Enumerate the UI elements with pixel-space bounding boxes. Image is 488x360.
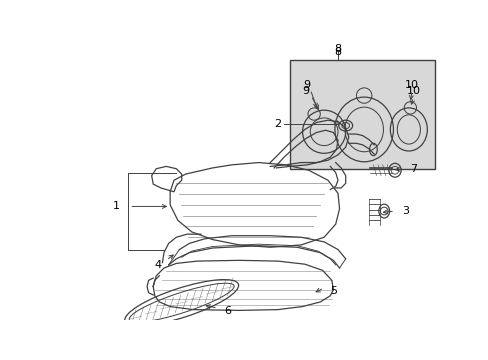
- Text: 4: 4: [154, 260, 161, 270]
- Text: 10: 10: [404, 80, 418, 90]
- Text: 8: 8: [334, 44, 341, 54]
- Text: 9: 9: [303, 80, 310, 90]
- Text: 8: 8: [334, 48, 341, 58]
- Text: 7: 7: [409, 164, 416, 174]
- Text: 3: 3: [402, 206, 408, 216]
- Text: 9: 9: [302, 86, 308, 96]
- Text: 2: 2: [274, 119, 281, 129]
- Text: 1: 1: [113, 202, 120, 211]
- Text: 10: 10: [406, 86, 420, 96]
- Text: 5: 5: [330, 286, 337, 296]
- Bar: [290, 60, 434, 169]
- Text: 6: 6: [224, 306, 231, 316]
